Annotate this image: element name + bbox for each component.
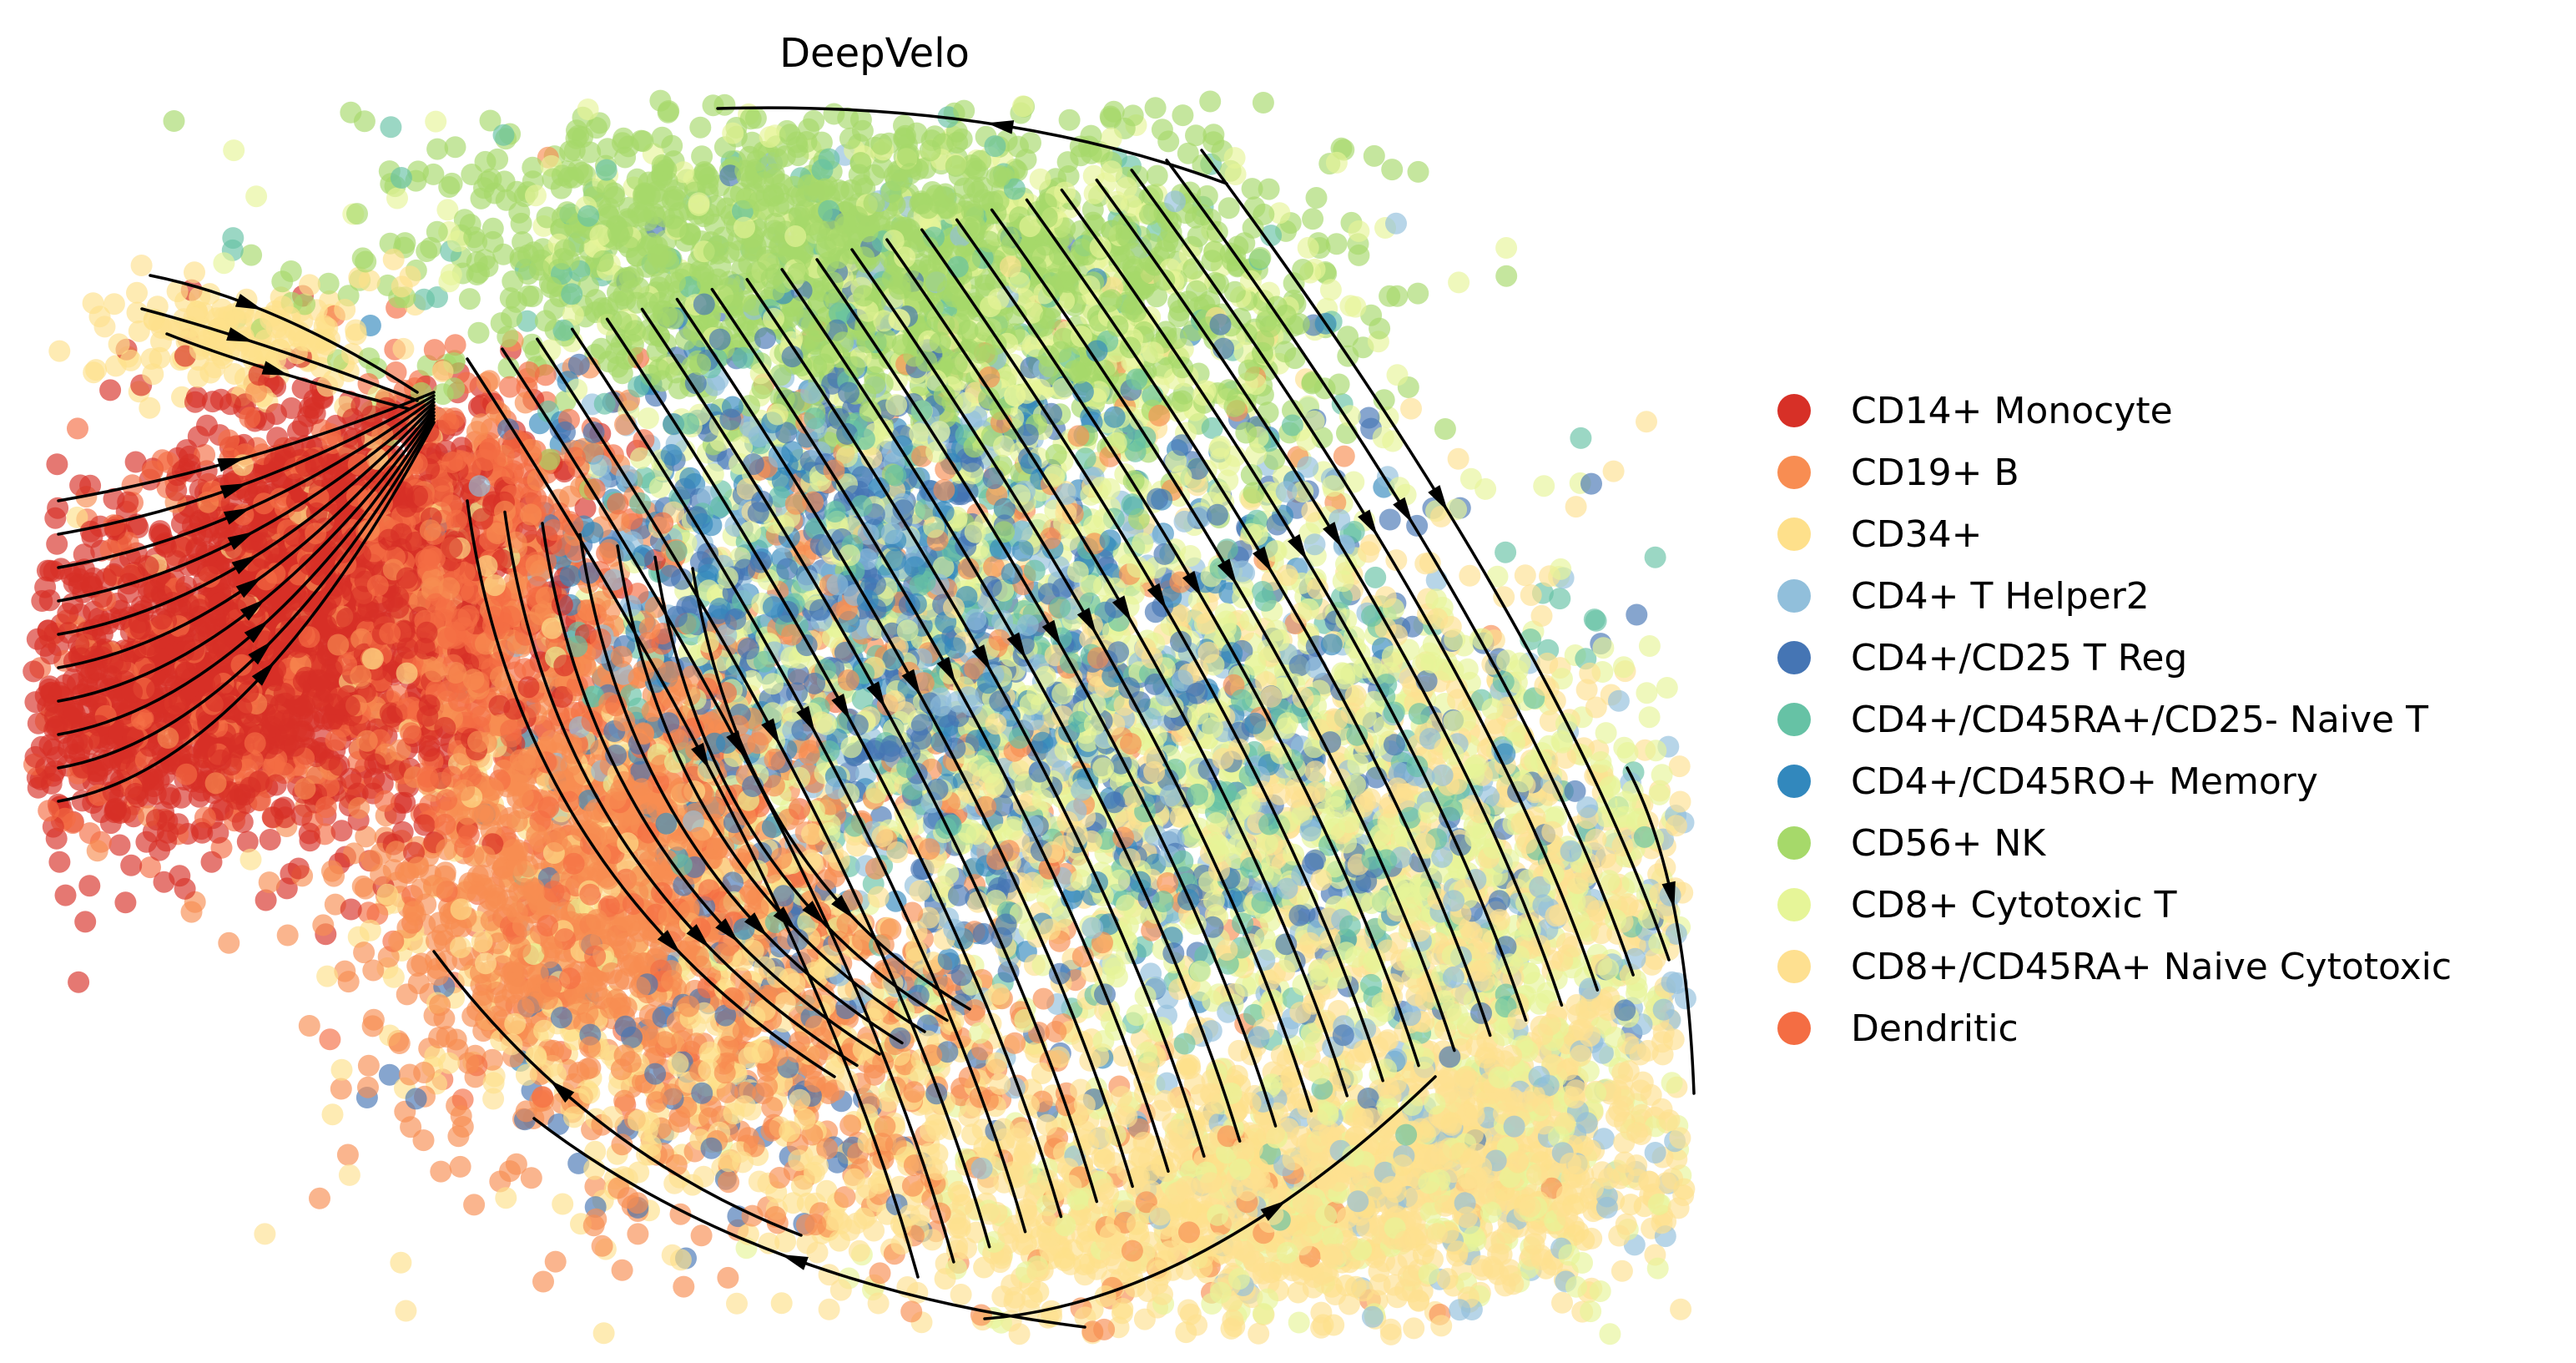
scatter-points xyxy=(23,89,1696,1345)
cell-point xyxy=(774,1230,797,1253)
cell-point xyxy=(1575,679,1598,701)
cell-point xyxy=(689,116,712,139)
cell-point xyxy=(27,776,49,799)
cell-point xyxy=(407,931,430,954)
cell-point xyxy=(1358,406,1380,429)
cell-point xyxy=(1379,1323,1402,1345)
cell-point xyxy=(1319,279,1342,301)
cell-point xyxy=(1611,1260,1633,1282)
cell-point xyxy=(1305,187,1328,209)
cell-point xyxy=(1234,975,1257,997)
cell-point xyxy=(68,971,90,993)
cell-point xyxy=(240,244,263,266)
cell-point xyxy=(463,1194,486,1216)
cell-point xyxy=(139,856,161,879)
cell-point xyxy=(390,1251,412,1274)
cell-point xyxy=(309,1187,330,1209)
cell-point xyxy=(255,889,277,911)
cell-point xyxy=(1260,225,1283,247)
cell-point xyxy=(467,321,490,344)
cell-point xyxy=(1533,475,1555,497)
cell-point xyxy=(532,1270,554,1293)
cell-point xyxy=(726,1292,748,1315)
cell-point xyxy=(395,1300,417,1322)
cell-point xyxy=(501,305,522,328)
cell-point xyxy=(48,340,71,362)
cell-point xyxy=(1058,109,1081,131)
cell-point xyxy=(103,293,125,316)
cell-point xyxy=(1144,97,1167,119)
cell-point xyxy=(482,1088,505,1110)
cell-point xyxy=(1626,603,1648,626)
chart-title: DeepVelo xyxy=(779,30,970,77)
cell-point xyxy=(357,1076,379,1098)
cell-point xyxy=(1248,1322,1270,1345)
cell-point xyxy=(703,374,726,396)
cell-point xyxy=(236,830,259,853)
cell-point xyxy=(1133,1308,1156,1330)
cell-point xyxy=(1486,565,1509,588)
cell-point xyxy=(1386,364,1409,386)
cell-point xyxy=(770,1292,793,1315)
cell-point xyxy=(458,288,481,310)
cell-point xyxy=(489,1170,512,1193)
cell-point xyxy=(108,834,131,856)
cell-point xyxy=(46,453,68,476)
cell-point xyxy=(871,156,894,179)
cell-point xyxy=(810,131,833,154)
cell-point xyxy=(436,199,459,221)
cell-point xyxy=(1302,208,1324,230)
cell-point xyxy=(1363,144,1385,167)
cell-point xyxy=(1027,1280,1050,1303)
cell-point xyxy=(1185,124,1207,147)
cell-point xyxy=(1448,271,1470,294)
cell-point xyxy=(1403,1317,1425,1340)
cell-point xyxy=(1385,212,1407,235)
cell-point xyxy=(1668,755,1691,778)
cell-point xyxy=(1638,635,1661,657)
cell-point xyxy=(1636,682,1658,704)
cell-point xyxy=(1580,472,1602,495)
cell-point xyxy=(1620,1194,1642,1216)
cell-point xyxy=(48,851,71,873)
cell-point xyxy=(128,320,150,342)
cell-point xyxy=(321,1103,344,1126)
cell-point xyxy=(139,396,161,419)
cell-point xyxy=(330,1078,352,1100)
cell-point xyxy=(592,1322,615,1345)
cell-point xyxy=(960,1123,983,1146)
cell-point xyxy=(1636,411,1657,433)
cell-point xyxy=(426,138,449,160)
cell-point xyxy=(950,1284,972,1305)
cell-point xyxy=(585,117,607,139)
cell-point xyxy=(99,379,122,401)
cell-point xyxy=(1288,1311,1310,1334)
cell-point xyxy=(637,407,659,430)
cell-point xyxy=(1434,418,1456,440)
cell-point xyxy=(1241,178,1263,200)
cell-point xyxy=(1495,265,1518,287)
cell-point xyxy=(673,1275,695,1298)
